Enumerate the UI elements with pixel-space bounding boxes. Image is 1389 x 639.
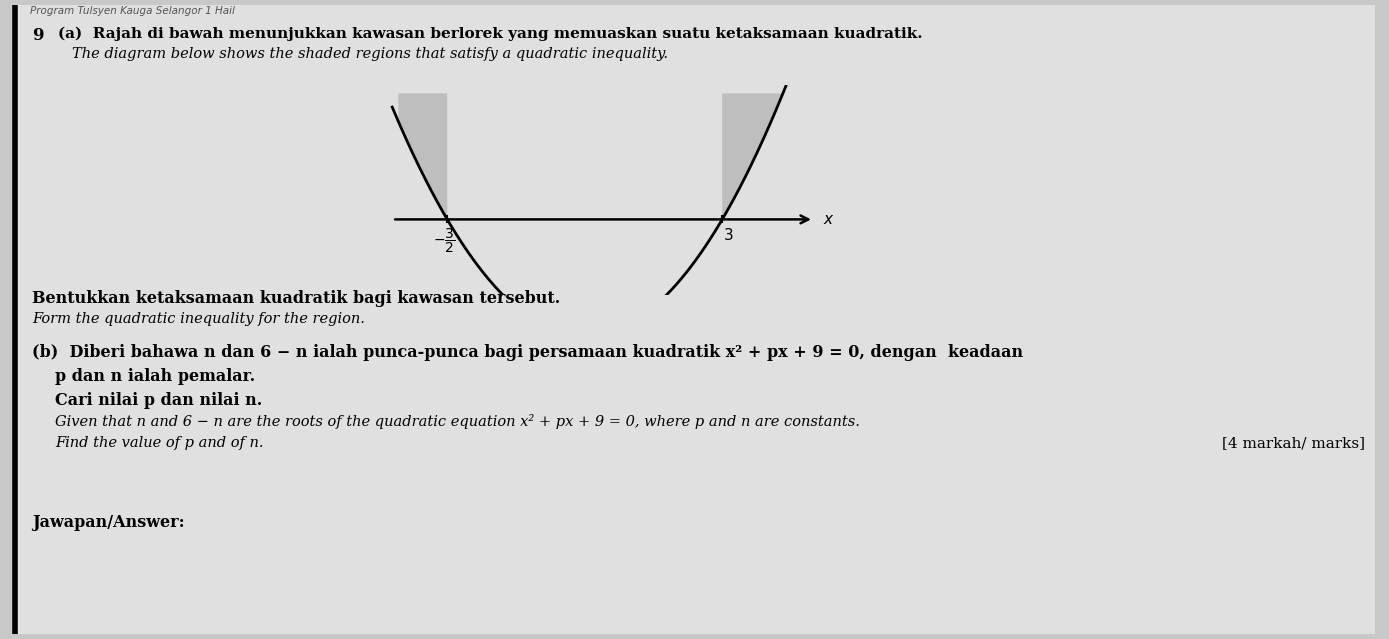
Text: (a)  Rajah di bawah menunjukkan kawasan berlorek yang memuaskan suatu ketaksamaa: (a) Rajah di bawah menunjukkan kawasan b…: [58, 27, 922, 42]
Text: [4 markah/ marks]: [4 markah/ marks]: [1222, 436, 1365, 450]
Text: Program Tulsyen Kauga Selangor 1 Hail: Program Tulsyen Kauga Selangor 1 Hail: [31, 6, 235, 16]
Text: Find the value of p and of n.: Find the value of p and of n.: [56, 436, 264, 450]
Text: $3$: $3$: [724, 227, 733, 243]
Text: Form the quadratic inequality for the region.: Form the quadratic inequality for the re…: [32, 312, 365, 326]
Text: $x$: $x$: [824, 212, 835, 227]
Text: Cari nilai p dan nilai n.: Cari nilai p dan nilai n.: [56, 392, 263, 409]
Text: (b)  Diberi bahawa n dan 6 − n ialah punca-punca bagi persamaan kuadratik x² + p: (b) Diberi bahawa n dan 6 − n ialah punc…: [32, 344, 1024, 361]
Text: $-\dfrac{3}{2}$: $-\dfrac{3}{2}$: [433, 227, 456, 256]
Text: Jawapan/Answer:: Jawapan/Answer:: [32, 514, 185, 531]
Text: p dan n ialah pemalar.: p dan n ialah pemalar.: [56, 368, 256, 385]
Text: Bentukkan ketaksamaan kuadratik bagi kawasan tersebut.: Bentukkan ketaksamaan kuadratik bagi kaw…: [32, 290, 560, 307]
Text: The diagram below shows the shaded regions that satisfy a quadratic inequality.: The diagram below shows the shaded regio…: [72, 47, 668, 61]
Polygon shape: [399, 93, 447, 219]
Text: Given that n and 6 − n are the roots of the quadratic equation x² + px + 9 = 0, : Given that n and 6 − n are the roots of …: [56, 414, 860, 429]
Text: 9: 9: [32, 27, 43, 44]
Polygon shape: [722, 93, 789, 219]
